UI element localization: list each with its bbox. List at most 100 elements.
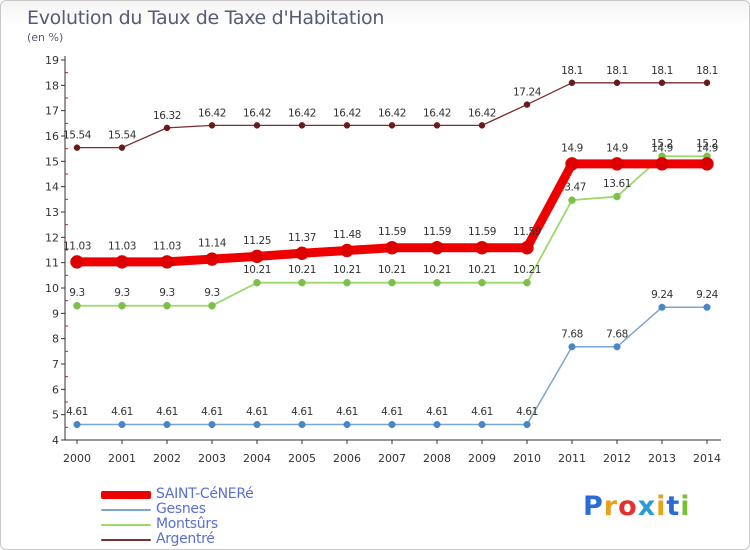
data-point bbox=[118, 301, 126, 310]
data-label: 11.59 bbox=[423, 226, 451, 238]
x-tick-label: 2001 bbox=[108, 452, 136, 465]
data-label: 15.2 bbox=[696, 138, 718, 150]
data-point bbox=[73, 420, 81, 429]
legend-swatch bbox=[101, 509, 151, 511]
data-point bbox=[658, 79, 666, 87]
data-label: 4.61 bbox=[111, 406, 133, 418]
y-tick-label: 12 bbox=[45, 231, 59, 244]
y-tick-label: 10 bbox=[45, 282, 59, 295]
x-tick-label: 2007 bbox=[378, 452, 406, 465]
data-label: 16.42 bbox=[243, 107, 271, 119]
chart-title: Evolution du Taux de Taxe d'Habitation bbox=[27, 7, 385, 29]
data-label: 7.68 bbox=[561, 328, 583, 340]
logo-letter: P bbox=[583, 491, 604, 522]
data-point bbox=[523, 420, 531, 429]
data-point bbox=[73, 144, 81, 151]
data-label: 4.61 bbox=[156, 406, 178, 418]
data-label: 11.03 bbox=[63, 240, 91, 252]
legend-label: SAINT-CéNERé bbox=[156, 486, 254, 502]
data-point bbox=[703, 303, 711, 311]
data-point bbox=[658, 303, 666, 311]
data-point bbox=[115, 255, 129, 269]
data-label: 4.61 bbox=[426, 406, 448, 418]
y-tick-label: 14 bbox=[45, 181, 59, 194]
y-tick-label: 19 bbox=[45, 54, 59, 67]
data-point bbox=[160, 255, 174, 269]
logo-letter: r bbox=[603, 491, 619, 522]
data-label: 16.42 bbox=[198, 107, 226, 119]
data-point bbox=[568, 79, 576, 87]
data-label: 11.14 bbox=[198, 238, 227, 250]
x-tick-label: 2011 bbox=[558, 452, 586, 465]
y-tick-label: 11 bbox=[45, 257, 59, 270]
y-tick-label: 16 bbox=[45, 130, 59, 143]
data-point bbox=[568, 343, 576, 351]
data-label: 16.42 bbox=[288, 107, 316, 119]
data-label: 15.54 bbox=[108, 130, 137, 142]
legend-swatch bbox=[101, 491, 151, 499]
data-label: 11.48 bbox=[333, 229, 361, 241]
data-point bbox=[163, 301, 171, 310]
data-point bbox=[73, 301, 81, 310]
data-point bbox=[388, 420, 396, 429]
y-tick-label: 13 bbox=[45, 206, 59, 219]
data-point bbox=[478, 122, 486, 129]
data-label: 16.42 bbox=[423, 107, 451, 119]
x-tick-label: 2002 bbox=[153, 452, 181, 465]
data-label: 16.32 bbox=[153, 110, 181, 122]
data-point bbox=[433, 278, 441, 287]
data-point bbox=[478, 278, 486, 287]
data-label: 10.21 bbox=[513, 264, 541, 276]
proxiti-logo: Proxiti bbox=[583, 491, 691, 522]
data-point bbox=[613, 79, 621, 87]
legend-label: Argentré bbox=[156, 531, 215, 547]
data-point bbox=[250, 249, 264, 264]
data-point bbox=[388, 278, 396, 287]
x-tick-label: 2004 bbox=[243, 452, 271, 465]
data-point bbox=[388, 122, 396, 129]
y-tick-label: 8 bbox=[52, 333, 59, 346]
data-label: 16.42 bbox=[333, 107, 361, 119]
data-point bbox=[613, 192, 621, 201]
data-point bbox=[565, 157, 579, 171]
x-tick-label: 2010 bbox=[513, 452, 541, 465]
data-label: 10.21 bbox=[243, 264, 271, 276]
data-point bbox=[340, 243, 354, 258]
data-label: 18.1 bbox=[561, 65, 583, 77]
data-point bbox=[430, 240, 444, 255]
data-point bbox=[433, 420, 441, 429]
data-label: 9.3 bbox=[204, 287, 220, 299]
y-tick-label: 18 bbox=[45, 79, 59, 92]
logo-letter: o bbox=[618, 491, 638, 522]
data-label: 4.61 bbox=[246, 406, 268, 418]
data-label: 11.03 bbox=[108, 240, 136, 252]
data-label: 15.54 bbox=[63, 130, 92, 142]
data-point bbox=[700, 157, 714, 171]
data-point bbox=[163, 420, 171, 429]
legend-label: Montsûrs bbox=[156, 516, 218, 532]
logo-letter: i bbox=[680, 491, 691, 522]
chart-subtitle: (en %) bbox=[27, 31, 64, 44]
data-label: 4.61 bbox=[471, 406, 493, 418]
x-tick-label: 2005 bbox=[288, 452, 316, 465]
data-label: 4.61 bbox=[66, 406, 88, 418]
x-tick-label: 2014 bbox=[693, 452, 721, 465]
data-label: 18.1 bbox=[696, 65, 718, 77]
data-label: 11.03 bbox=[153, 240, 181, 252]
data-label: 4.61 bbox=[381, 406, 403, 418]
line-chart: 4 5 6 7 8 9 10 11 12 13 14 15 16 17 18 19 2000 2001 2002 20… bbox=[45, 54, 721, 465]
x-tick-label: 2000 bbox=[63, 452, 91, 465]
logo-letter: x bbox=[637, 491, 657, 522]
data-point bbox=[205, 252, 219, 266]
data-label: 10.21 bbox=[288, 264, 316, 276]
data-label: 4.61 bbox=[516, 406, 538, 418]
legend-swatch bbox=[101, 539, 151, 541]
data-point bbox=[163, 124, 171, 132]
data-point bbox=[568, 196, 576, 204]
data-point bbox=[343, 278, 351, 287]
y-tick-label: 5 bbox=[52, 409, 59, 422]
data-label: 4.61 bbox=[336, 406, 358, 418]
data-label: 10.21 bbox=[378, 264, 406, 276]
data-label: 14.9 bbox=[696, 142, 718, 154]
data-label: 9.3 bbox=[159, 287, 175, 299]
